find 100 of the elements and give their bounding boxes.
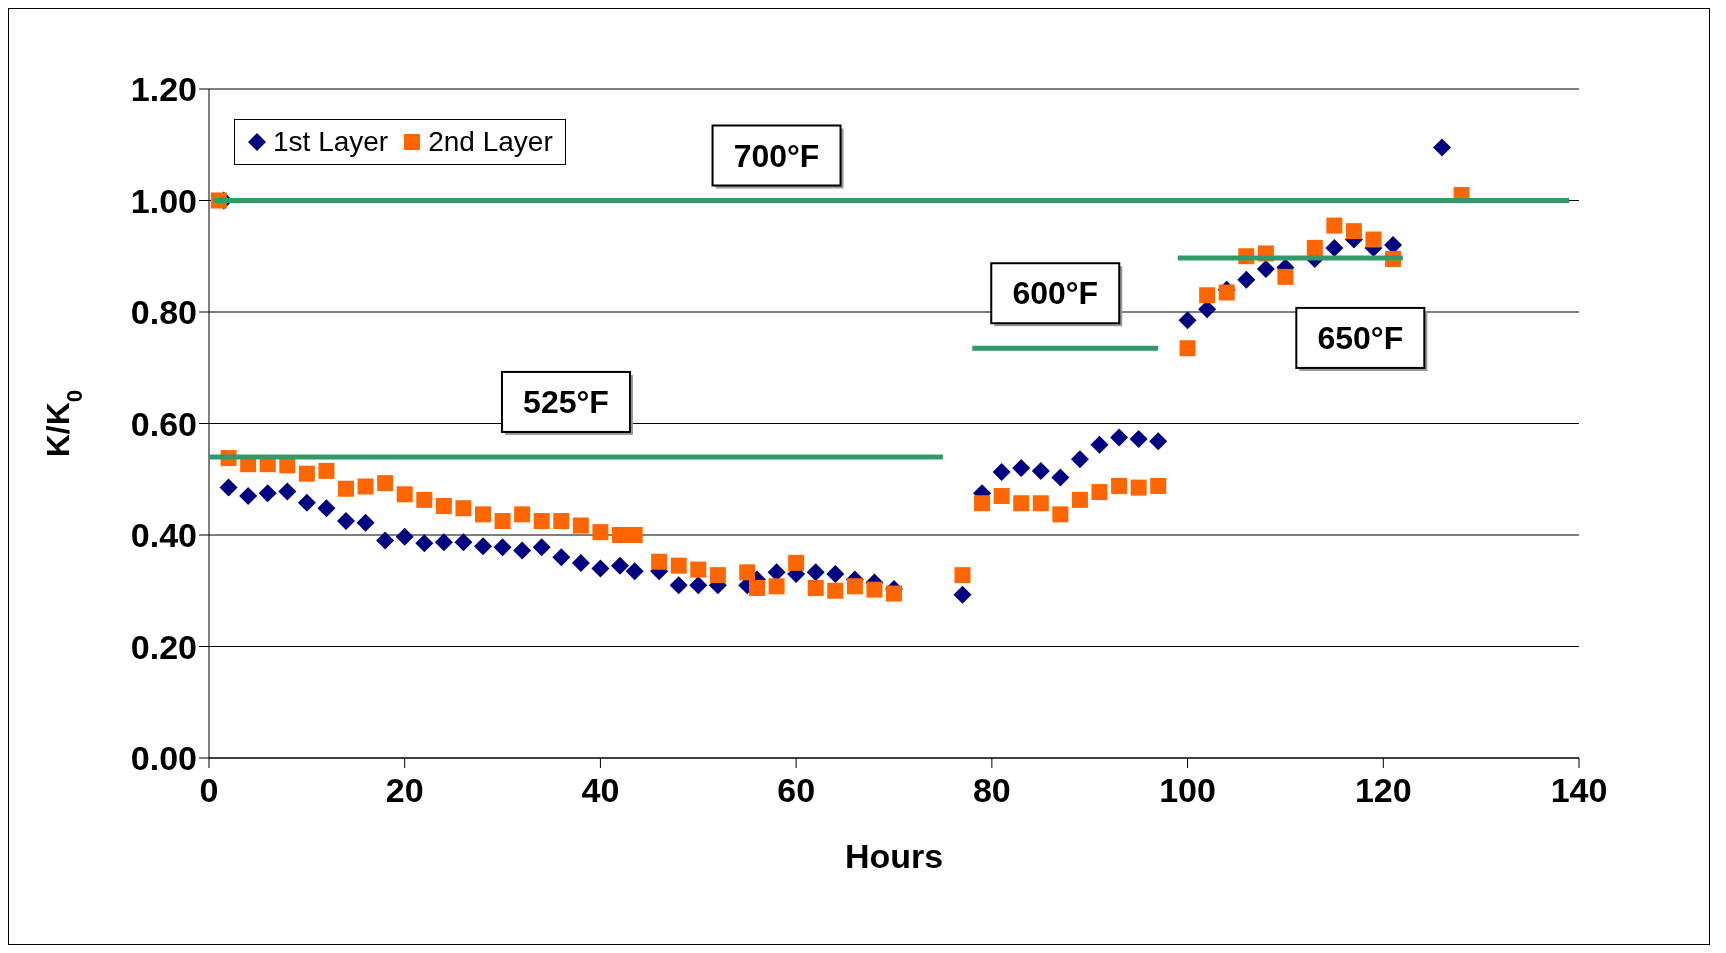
y-tick-label: 1.20 xyxy=(130,70,197,109)
point xyxy=(395,527,414,546)
point xyxy=(513,541,532,560)
point xyxy=(377,475,394,492)
point xyxy=(992,463,1011,481)
point xyxy=(1149,432,1168,451)
x-tick-label: 140 xyxy=(1550,771,1608,810)
point xyxy=(1218,284,1235,301)
point xyxy=(1129,430,1148,449)
point xyxy=(1365,231,1382,248)
x-tick-label: 20 xyxy=(385,771,424,810)
point xyxy=(552,548,571,567)
point xyxy=(553,513,570,530)
point xyxy=(1090,435,1109,454)
point xyxy=(690,561,707,578)
point xyxy=(689,576,708,595)
point xyxy=(1179,340,1196,357)
point xyxy=(974,495,991,512)
point xyxy=(532,538,551,557)
point xyxy=(1178,311,1197,330)
point xyxy=(435,498,452,515)
point xyxy=(669,576,688,595)
annotation: 600°F xyxy=(1012,275,1099,312)
point xyxy=(806,563,825,582)
point xyxy=(571,553,590,572)
point xyxy=(337,512,355,531)
annotation: 525°F xyxy=(523,383,609,420)
point xyxy=(1013,495,1030,512)
y-tick-label: 0.80 xyxy=(130,293,197,332)
legend-label: 2nd Layer xyxy=(428,126,553,158)
x-tick-label: 0 xyxy=(199,771,219,810)
point xyxy=(1237,270,1256,289)
point xyxy=(1256,260,1275,279)
point xyxy=(1306,239,1323,256)
point xyxy=(592,524,609,541)
y-tick-label: 0.60 xyxy=(130,404,197,443)
point xyxy=(866,581,883,598)
point xyxy=(709,567,726,584)
point xyxy=(396,486,413,503)
annotation: 700°F xyxy=(733,137,820,174)
legend-label: 1st Layer xyxy=(273,126,389,158)
point xyxy=(591,559,610,578)
point xyxy=(494,513,511,530)
point xyxy=(474,537,492,556)
point xyxy=(455,500,472,517)
x-tick-label: 100 xyxy=(1159,771,1216,810)
point xyxy=(826,565,845,584)
point xyxy=(356,513,375,532)
point xyxy=(572,517,589,534)
point xyxy=(357,478,374,495)
point xyxy=(846,578,863,595)
x-tick-label: 80 xyxy=(972,771,1011,810)
point xyxy=(493,538,512,557)
point xyxy=(1110,428,1129,447)
point xyxy=(1150,477,1167,494)
y-tick-label: 0.40 xyxy=(130,516,197,555)
point xyxy=(993,487,1010,504)
point xyxy=(1199,287,1216,304)
point xyxy=(533,513,550,530)
point xyxy=(1071,491,1088,508)
point xyxy=(278,482,297,501)
point xyxy=(1326,217,1343,234)
point xyxy=(1032,495,1049,512)
point xyxy=(298,465,315,482)
point xyxy=(807,579,824,596)
x-axis-title: Hours xyxy=(844,837,944,875)
point xyxy=(739,564,756,581)
point xyxy=(1052,506,1069,523)
point xyxy=(670,557,687,574)
point xyxy=(1012,459,1031,478)
y-tick-label: 1.00 xyxy=(130,181,197,220)
point xyxy=(827,582,844,599)
point xyxy=(416,491,433,508)
annotation: 650°F xyxy=(1317,319,1404,356)
point xyxy=(1433,138,1451,157)
point xyxy=(1325,238,1344,257)
point xyxy=(1070,450,1089,469)
point xyxy=(625,562,644,581)
point xyxy=(749,579,765,596)
point xyxy=(612,527,628,543)
point xyxy=(219,478,238,497)
point xyxy=(768,578,785,595)
point xyxy=(886,585,902,602)
point xyxy=(376,531,395,550)
point xyxy=(1051,468,1070,487)
point xyxy=(258,484,277,503)
point xyxy=(317,499,336,518)
point xyxy=(415,534,434,553)
point xyxy=(1091,484,1108,501)
point xyxy=(297,493,316,512)
point xyxy=(1345,223,1362,240)
point xyxy=(434,533,453,552)
point xyxy=(318,462,335,479)
y-tick-label: 0.00 xyxy=(130,739,197,778)
point xyxy=(1130,479,1147,496)
x-tick-label: 60 xyxy=(777,771,816,810)
point xyxy=(338,480,354,497)
point xyxy=(611,556,629,575)
point xyxy=(475,506,491,523)
x-tick-label: 120 xyxy=(1354,771,1412,810)
